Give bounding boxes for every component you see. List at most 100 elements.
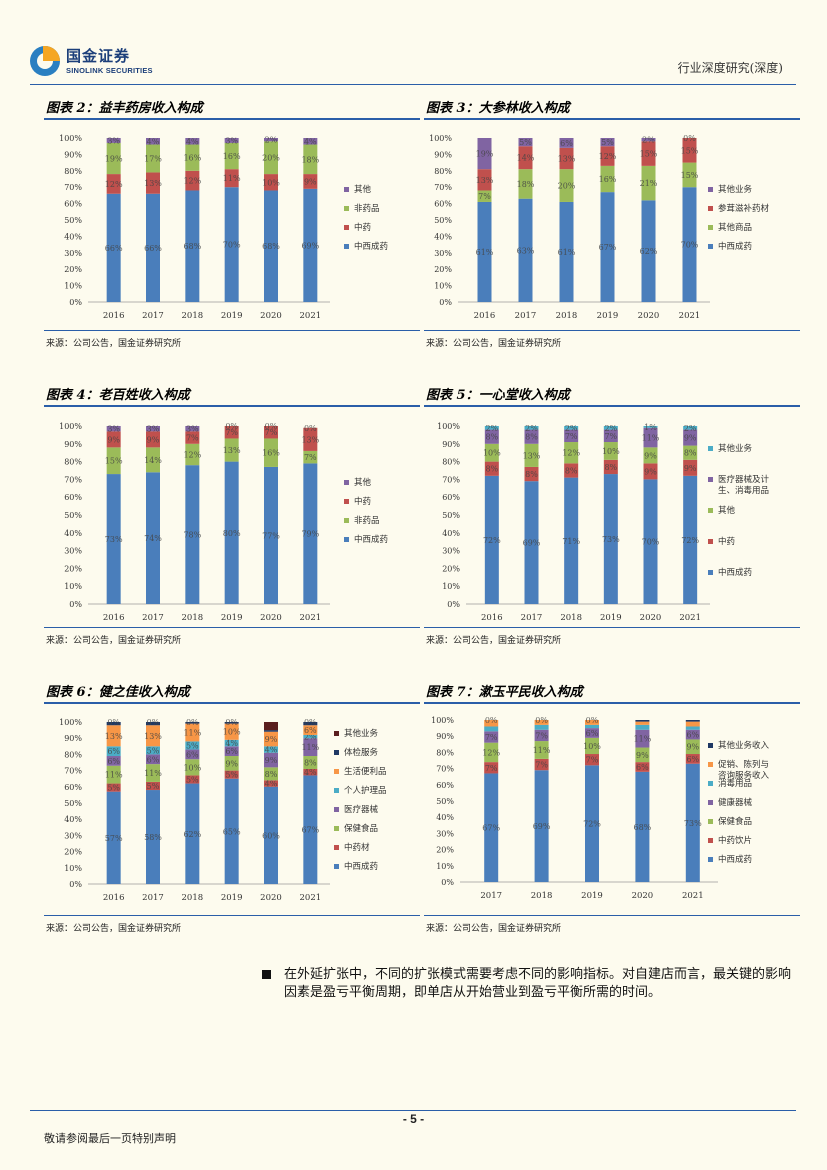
bar-segment xyxy=(106,142,121,175)
bar-segment xyxy=(185,759,200,776)
data-label: 13% xyxy=(144,179,162,188)
bar-segment xyxy=(146,138,160,145)
panel-bottom-rule xyxy=(44,330,420,331)
data-label: 70% xyxy=(681,241,699,250)
legend-label: 健康器械 xyxy=(718,797,753,808)
panel-source: 来源：公司公告，国金证券研究所 xyxy=(426,924,562,934)
y-tick-label: 80% xyxy=(64,167,82,176)
legend-swatch xyxy=(708,762,713,767)
data-label: 20% xyxy=(558,182,576,191)
body-paragraph-text: 在外延扩张中，不同的扩张模式需要考虑不同的影响指标。对自建店而言，最关键的影响因… xyxy=(284,967,792,1000)
bar-segment xyxy=(477,190,492,202)
x-tick-label: 2016 xyxy=(474,311,496,321)
data-label: 69% xyxy=(301,241,319,250)
data-label: 12% xyxy=(183,177,201,186)
bar-segment xyxy=(603,474,618,604)
bar-segment xyxy=(585,728,599,738)
bar-segment xyxy=(224,723,239,740)
legend-label: 生活便利品 xyxy=(344,766,387,777)
bar-segment xyxy=(477,169,492,191)
bar-segment xyxy=(106,783,121,792)
panel-source: 来源：公司公告，国金证券研究所 xyxy=(426,636,562,646)
bar-segment xyxy=(303,725,318,735)
data-label: 11% xyxy=(642,434,660,443)
data-label: 19% xyxy=(105,155,123,164)
bar-segment xyxy=(303,174,318,189)
data-label: 14% xyxy=(517,154,535,163)
bar-segment xyxy=(603,426,618,430)
data-label: 12% xyxy=(562,449,580,458)
bar-segment xyxy=(564,426,579,430)
y-tick-label: 0% xyxy=(69,298,82,307)
y-tick-label: 60% xyxy=(64,493,82,502)
y-tick-label: 80% xyxy=(64,750,82,759)
data-label: 13% xyxy=(144,732,162,741)
legend-swatch xyxy=(334,788,339,793)
data-label: 5% xyxy=(601,138,614,147)
data-label: 11% xyxy=(533,746,551,755)
bar-segment xyxy=(264,141,278,175)
bar-segment xyxy=(600,146,615,166)
data-label: 7% xyxy=(186,434,199,443)
x-tick-label: 2019 xyxy=(221,613,243,623)
data-label: 57% xyxy=(105,834,123,843)
y-tick-label: 80% xyxy=(64,458,82,467)
x-tick-label: 2019 xyxy=(581,891,603,901)
bar-segment xyxy=(264,438,278,467)
panel-title-rule xyxy=(44,405,420,407)
data-label: 8% xyxy=(485,433,498,442)
data-label: 5% xyxy=(519,138,532,147)
y-tick-label: 60% xyxy=(434,200,452,209)
legend-label: 中西成药 xyxy=(344,861,378,872)
bar-segment xyxy=(643,479,658,604)
data-label: 2% xyxy=(304,733,317,742)
panel-source: 来源：公司公告，国金证券研究所 xyxy=(426,339,562,349)
panel-title: 图表 5：一心堂收入构成 xyxy=(426,388,570,403)
legend-label: 消毒用品 xyxy=(718,778,752,789)
y-tick-label: 90% xyxy=(442,440,460,449)
data-label: 66% xyxy=(144,244,162,253)
data-label: 5% xyxy=(147,782,160,791)
data-label: 13% xyxy=(105,732,123,741)
legend-swatch xyxy=(334,845,339,850)
y-tick-label: 0% xyxy=(69,880,82,889)
bar-segment xyxy=(303,144,318,175)
legend-label: 中药材 xyxy=(344,842,370,853)
data-label: 9% xyxy=(644,467,657,476)
bar-segment xyxy=(524,466,539,482)
data-label: 73% xyxy=(602,535,620,544)
bar-segment xyxy=(534,724,549,730)
legend-swatch xyxy=(708,800,713,805)
bar-segment xyxy=(264,780,278,787)
data-label: 9% xyxy=(107,435,120,444)
legend-swatch xyxy=(334,731,339,736)
bar-segment xyxy=(564,463,579,478)
data-label: 13% xyxy=(301,435,319,444)
stacked-bar-chart: 0% 10% 20% 30% 40% 50% 60% 70% 80% 90% 100% 67% 7% 12… xyxy=(431,716,770,901)
legend-swatch xyxy=(708,781,713,786)
bar-segment xyxy=(685,720,700,722)
legend-swatch xyxy=(708,539,713,544)
bar-segment xyxy=(534,770,549,882)
x-tick-label: 2018 xyxy=(182,893,204,903)
panel-title: 图表 3：大参林收入构成 xyxy=(426,101,570,116)
data-label: 9% xyxy=(265,735,278,744)
logo-mark-icon xyxy=(30,46,60,76)
bar-segment xyxy=(559,201,574,302)
data-label: 11% xyxy=(223,174,241,183)
bar-segment xyxy=(603,429,618,443)
legend-label: 促销、陈列与咨询服务收入 xyxy=(718,759,770,781)
panel-bottom-rule xyxy=(424,915,800,916)
y-tick-label: 30% xyxy=(64,249,82,258)
stacked-bar-chart: 0% 10% 20% 30% 40% 50% 60% 70% 80% 90% 100% 66% 12% 1… xyxy=(59,134,388,321)
bar-segment xyxy=(185,723,200,742)
data-label: 5% xyxy=(186,776,199,785)
bar-segment xyxy=(146,781,160,791)
x-tick-label: 2021 xyxy=(679,613,701,623)
bar-segment xyxy=(185,431,200,444)
legend-label: 参茸滋补药材 xyxy=(718,203,770,214)
data-label: 7% xyxy=(304,453,317,462)
bar-segment xyxy=(106,474,121,604)
bar-segment xyxy=(635,762,650,772)
bar-segment xyxy=(635,729,650,748)
